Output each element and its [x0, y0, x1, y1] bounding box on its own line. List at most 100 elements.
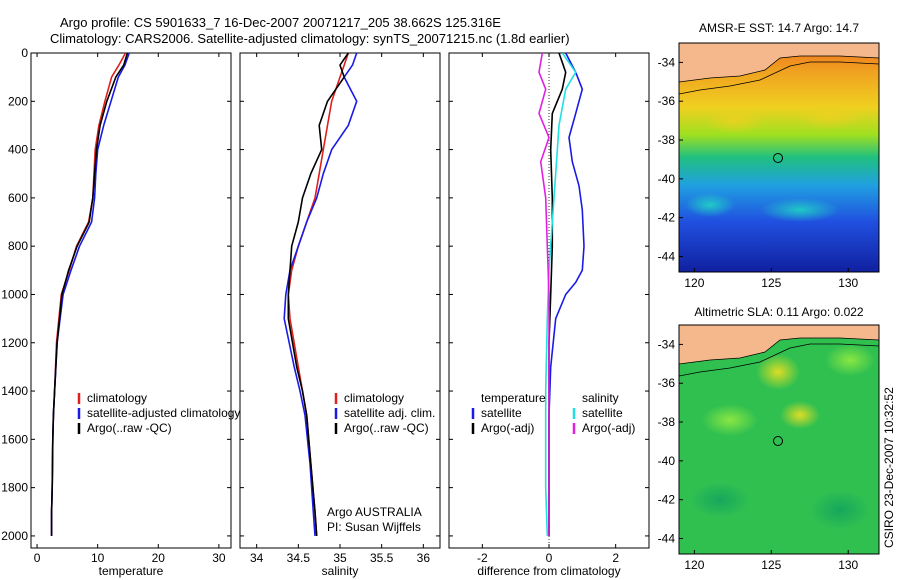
series-line: [50, 53, 129, 536]
x-tick-label: 2: [612, 551, 619, 565]
x-tick-label: 34.5: [287, 551, 311, 565]
series-line: [50, 53, 130, 536]
series-line: [548, 53, 585, 536]
y-tick-label: 1600: [1, 432, 28, 446]
legend-label: Argo(-adj): [481, 421, 534, 435]
y-tick-label: -40: [658, 454, 676, 468]
x-tick-label: 0: [34, 551, 41, 565]
y-tick-label: 800: [8, 239, 28, 253]
legend-label: climatology: [344, 391, 404, 405]
y-tick-label: -42: [658, 211, 676, 225]
sla-high-blob: [825, 344, 875, 376]
sla-map-frame: [678, 324, 880, 555]
coastline: [679, 55, 879, 83]
sla-high-blob: [756, 354, 800, 390]
x-axis-label: difference from climatology: [477, 564, 620, 578]
sla-low-blob: [690, 482, 750, 518]
y-tick-label: 1400: [1, 384, 28, 398]
depth-contour: [679, 61, 879, 95]
series-line: [548, 53, 567, 536]
y-tick-label: 400: [8, 143, 28, 157]
sla-low-blob: [810, 490, 870, 530]
sla-map-title: Altimetric SLA: 0.11 Argo: 0.022: [694, 305, 864, 319]
y-tick-label: 1800: [1, 481, 28, 495]
sst-warm-blob: [795, 100, 865, 130]
legend-label: climatology: [87, 391, 147, 405]
x-tick-label: 125: [761, 276, 781, 290]
series-line: [544, 53, 577, 536]
y-tick-label: -42: [658, 493, 676, 507]
y-tick-label: 200: [8, 94, 28, 108]
legend-group-title: salinity: [582, 391, 619, 405]
y-tick-label: -34: [658, 55, 676, 69]
sst-map-frame: [678, 42, 880, 273]
temperature-panel: 0 10 20 30 0 200 400 600 800 1000 1200 1400 1600 1800…: [1, 46, 240, 578]
coastline: [679, 337, 879, 365]
legend-label: satellite: [481, 406, 522, 420]
timestamp-label: CSIRO 23-Dec-2007 10:32:52: [882, 387, 896, 548]
sst-map-field: [679, 43, 879, 272]
sst-map-panel: AMSR-E SST: 14.7 Argo: 14.7 120 125 130 -34…: [658, 21, 880, 290]
sst-cyan-blob: [760, 198, 840, 222]
header-line2: Climatology: CARS2006. Satellite-adjuste…: [50, 31, 570, 46]
legend-label: Argo(-adj): [582, 421, 635, 435]
y-tick-label: 2000: [1, 529, 28, 543]
legend-label: Argo(..raw -QC): [344, 421, 429, 435]
y-tick-label: -40: [658, 172, 676, 186]
y-tick-label: -34: [658, 337, 676, 351]
sst-map-ticks: 120 125 130 -34 -36 -38 -40 -42 -44: [658, 55, 859, 290]
sla-map-ticks: 120 125 130 -34 -36 -38 -40 -42 -44: [658, 337, 859, 572]
argo-program-label: Argo AUSTRALIA: [327, 505, 422, 519]
x-axis-label: temperature: [99, 564, 164, 578]
y-tick-label: 1000: [1, 287, 28, 301]
sla-map-panel: Altimetric SLA: 0.11 Argo: 0.022 120 125 1…: [658, 305, 896, 572]
sst-map-title: AMSR-E SST: 14.7 Argo: 14.7: [699, 21, 859, 35]
y-tick-label: 0: [21, 46, 28, 60]
legend-label: satellite-adjusted climatology: [87, 406, 240, 420]
y-tick-label: -36: [658, 376, 676, 390]
x-axis-label: salinity: [322, 564, 359, 578]
x-tick-label: 130: [838, 276, 858, 290]
y-tick-label: -36: [658, 94, 676, 108]
argo-location-marker: [773, 153, 783, 163]
x-tick-label: 130: [838, 558, 858, 572]
x-tick-label: 0: [546, 551, 553, 565]
land-mass: [679, 325, 879, 364]
y-tick-label: -38: [658, 415, 676, 429]
sla-high-blob: [780, 401, 820, 429]
x-tick-label: 30: [212, 551, 226, 565]
y-tick-label: -38: [658, 133, 676, 147]
plot-frame: [239, 52, 441, 549]
series-line: [287, 53, 350, 536]
sla-high-blob: [702, 404, 758, 436]
x-tick-label: 35.5: [370, 551, 394, 565]
x-tick-label: 120: [684, 558, 704, 572]
x-tick-label: 34: [250, 551, 264, 565]
x-tick-label: 10: [91, 551, 105, 565]
x-tick-label: 20: [152, 551, 166, 565]
land-mass: [679, 43, 879, 82]
x-tick-label: -2: [477, 551, 488, 565]
x-tick-label: 125: [761, 558, 781, 572]
series-line: [283, 53, 358, 536]
x-tick-label: 36: [417, 551, 431, 565]
y-tick-label: -44: [658, 249, 676, 263]
series-line: [287, 53, 349, 536]
sst-cyan-blob: [685, 193, 735, 217]
y-tick-label: 1200: [1, 336, 28, 350]
salinity-panel: 34 34.5 35 35.5 36 salinity climatologysatelli…: [239, 52, 441, 578]
x-tick-label: 120: [684, 276, 704, 290]
header-line1: Argo profile: CS 5901633_7 16-Dec-2007 2…: [60, 15, 501, 30]
y-tick-label: -44: [658, 531, 676, 545]
argo-program-label: PI: Susan Wijffels: [327, 520, 421, 534]
sst-warm-blob: [705, 106, 765, 134]
legend-group-title: temperature: [481, 391, 546, 405]
x-tick-label: 35: [333, 551, 347, 565]
depth-contour: [679, 343, 879, 377]
plot-frame: [30, 52, 232, 549]
legend-label: Argo(..raw -QC): [87, 421, 172, 435]
legend-label: satellite adj. clim.: [344, 406, 435, 420]
series-line: [538, 53, 550, 536]
